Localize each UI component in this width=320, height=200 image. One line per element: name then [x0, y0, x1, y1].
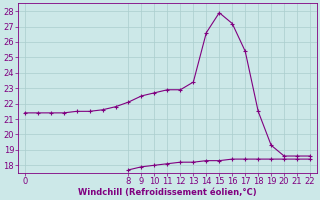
X-axis label: Windchill (Refroidissement éolien,°C): Windchill (Refroidissement éolien,°C)	[78, 188, 257, 197]
